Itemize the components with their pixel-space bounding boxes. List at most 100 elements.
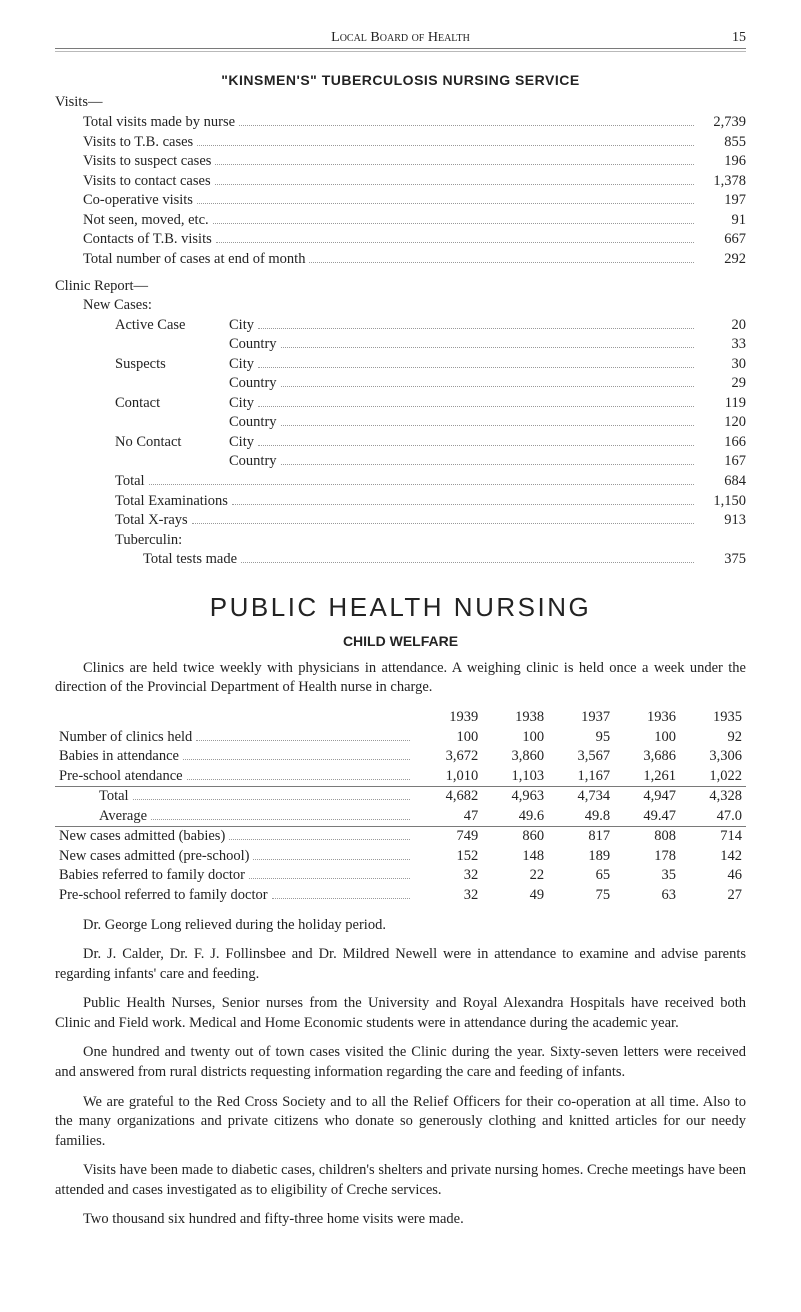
table-row-label: Number of clinics held <box>59 728 192 748</box>
leader-dots <box>196 740 410 741</box>
running-head-title: Local Board of Health <box>95 30 706 46</box>
table-cell: 1,261 <box>614 767 680 787</box>
year-header: 1937 <box>548 708 614 728</box>
case-row-mid: Country <box>225 335 277 355</box>
case-row-value: 167 <box>698 452 746 472</box>
leader-dots <box>272 898 411 899</box>
table-cell: 49 <box>482 886 548 906</box>
phn-title: PUBLIC HEALTH NURSING <box>55 592 746 623</box>
case-row-mid: City <box>225 394 254 414</box>
table-cell: 4,947 <box>614 787 680 807</box>
leader-dots <box>241 562 694 563</box>
visit-row: Visits to suspect cases 196 <box>55 152 746 172</box>
total-row-value: 913 <box>698 511 746 531</box>
table-cell: 4,682 <box>416 787 482 807</box>
case-row-value: 20 <box>698 316 746 336</box>
leader-dots <box>183 759 410 760</box>
table-cell: 142 <box>680 847 746 867</box>
table-cell: 1,103 <box>482 767 548 787</box>
table-row: Pre-school referred to family doctor3249… <box>55 886 746 906</box>
visit-row-label: Visits to contact cases <box>83 172 211 192</box>
total-row-value: 684 <box>698 472 746 492</box>
new-cases-label: New Cases: <box>55 297 746 314</box>
total-row: Total X-rays913 <box>55 511 746 531</box>
body-paragraph: We are grateful to the Red Cross Society… <box>55 1093 746 1152</box>
table-cell: 27 <box>680 886 746 906</box>
phn-intro: Clinics are held twice weekly with physi… <box>55 659 746 698</box>
table-row: Number of clinics held1001009510092 <box>55 728 746 748</box>
visit-row-label: Total visits made by nurse <box>83 113 235 133</box>
leader-dots <box>309 262 694 263</box>
case-row-left: No Contact <box>115 433 225 453</box>
leader-dots <box>258 406 694 407</box>
leader-dots <box>215 184 694 185</box>
leader-dots <box>281 464 694 465</box>
clinic-report-label: Clinic Report— <box>55 278 746 295</box>
table-cell: 95 <box>548 728 614 748</box>
table-row: Average4749.649.849.4747.0 <box>55 807 746 827</box>
table-cell: 49.8 <box>548 807 614 827</box>
table-header-blank <box>55 708 416 728</box>
table-cell: 49.6 <box>482 807 548 827</box>
leader-dots <box>258 445 694 446</box>
leader-dots <box>281 425 694 426</box>
leader-dots <box>249 878 410 879</box>
table-cell: 3,672 <box>416 747 482 767</box>
table-row-label: Babies in attendance <box>59 747 179 767</box>
visit-row-label: Visits to suspect cases <box>83 152 211 172</box>
table-cell: 75 <box>548 886 614 906</box>
body-paragraph: Public Health Nurses, Senior nurses from… <box>55 994 746 1033</box>
case-row-left: Contact <box>115 394 225 414</box>
table-row: Babies in attendance3,6723,8603,5673,686… <box>55 747 746 767</box>
visit-row: Co-operative visits197 <box>55 191 746 211</box>
body-paragraph: Dr. George Long relieved during the holi… <box>55 916 746 936</box>
year-header: 1935 <box>680 708 746 728</box>
body-paragraph: Visits have been made to diabetic cases,… <box>55 1161 746 1200</box>
table-cell: 3,567 <box>548 747 614 767</box>
case-row-value: 166 <box>698 433 746 453</box>
case-row-left: Suspects <box>115 355 225 375</box>
table-row: Babies referred to family doctor32226535… <box>55 866 746 886</box>
tuberculin-row: Total tests made 375 <box>55 550 746 570</box>
visit-row: Visits to contact cases 1,378 <box>55 172 746 192</box>
table-cell: 148 <box>482 847 548 867</box>
table-row-label: Babies referred to family doctor <box>59 866 245 886</box>
case-row-value: 29 <box>698 374 746 394</box>
visit-row-value: 1,378 <box>698 172 746 192</box>
case-row-mid: Country <box>225 374 277 394</box>
tuberculin-label: Tuberculin: <box>55 531 746 551</box>
case-row: ContactCity119 <box>55 394 746 414</box>
phn-subhead: CHILD WELFARE <box>55 633 746 649</box>
table-row: Pre-school atendance1,0101,1031,1671,261… <box>55 767 746 787</box>
leader-dots <box>192 523 694 524</box>
visit-row-value: 196 <box>698 152 746 172</box>
visit-row-value: 292 <box>698 250 746 270</box>
case-row-mid: Country <box>225 413 277 433</box>
year-header: 1938 <box>482 708 548 728</box>
case-row: No ContactCity166 <box>55 433 746 453</box>
table-cell: 65 <box>548 866 614 886</box>
leader-dots <box>258 328 694 329</box>
table-cell: 46 <box>680 866 746 886</box>
table-cell: 1,022 <box>680 767 746 787</box>
paragraphs: Dr. George Long relieved during the holi… <box>55 916 746 1230</box>
leader-dots <box>229 839 410 840</box>
visit-row-value: 91 <box>698 211 746 231</box>
table-row-label: Total <box>59 787 129 807</box>
table-row-label: Pre-school atendance <box>59 767 183 787</box>
table-cell: 47.0 <box>680 807 746 827</box>
table-cell: 22 <box>482 866 548 886</box>
leader-dots <box>281 386 694 387</box>
table-row-label: Pre-school referred to family doctor <box>59 886 268 906</box>
total-row: Total684 <box>55 472 746 492</box>
visit-row: Visits to T.B. cases855 <box>55 133 746 153</box>
case-row-mid: City <box>225 316 254 336</box>
table-row-label: New cases admitted (pre-school) <box>59 847 249 867</box>
table-cell: 860 <box>482 827 548 847</box>
table-cell: 152 <box>416 847 482 867</box>
visit-row-value: 197 <box>698 191 746 211</box>
table-cell: 100 <box>482 728 548 748</box>
table-cell: 1,010 <box>416 767 482 787</box>
leader-dots <box>213 223 694 224</box>
leader-dots <box>197 145 694 146</box>
